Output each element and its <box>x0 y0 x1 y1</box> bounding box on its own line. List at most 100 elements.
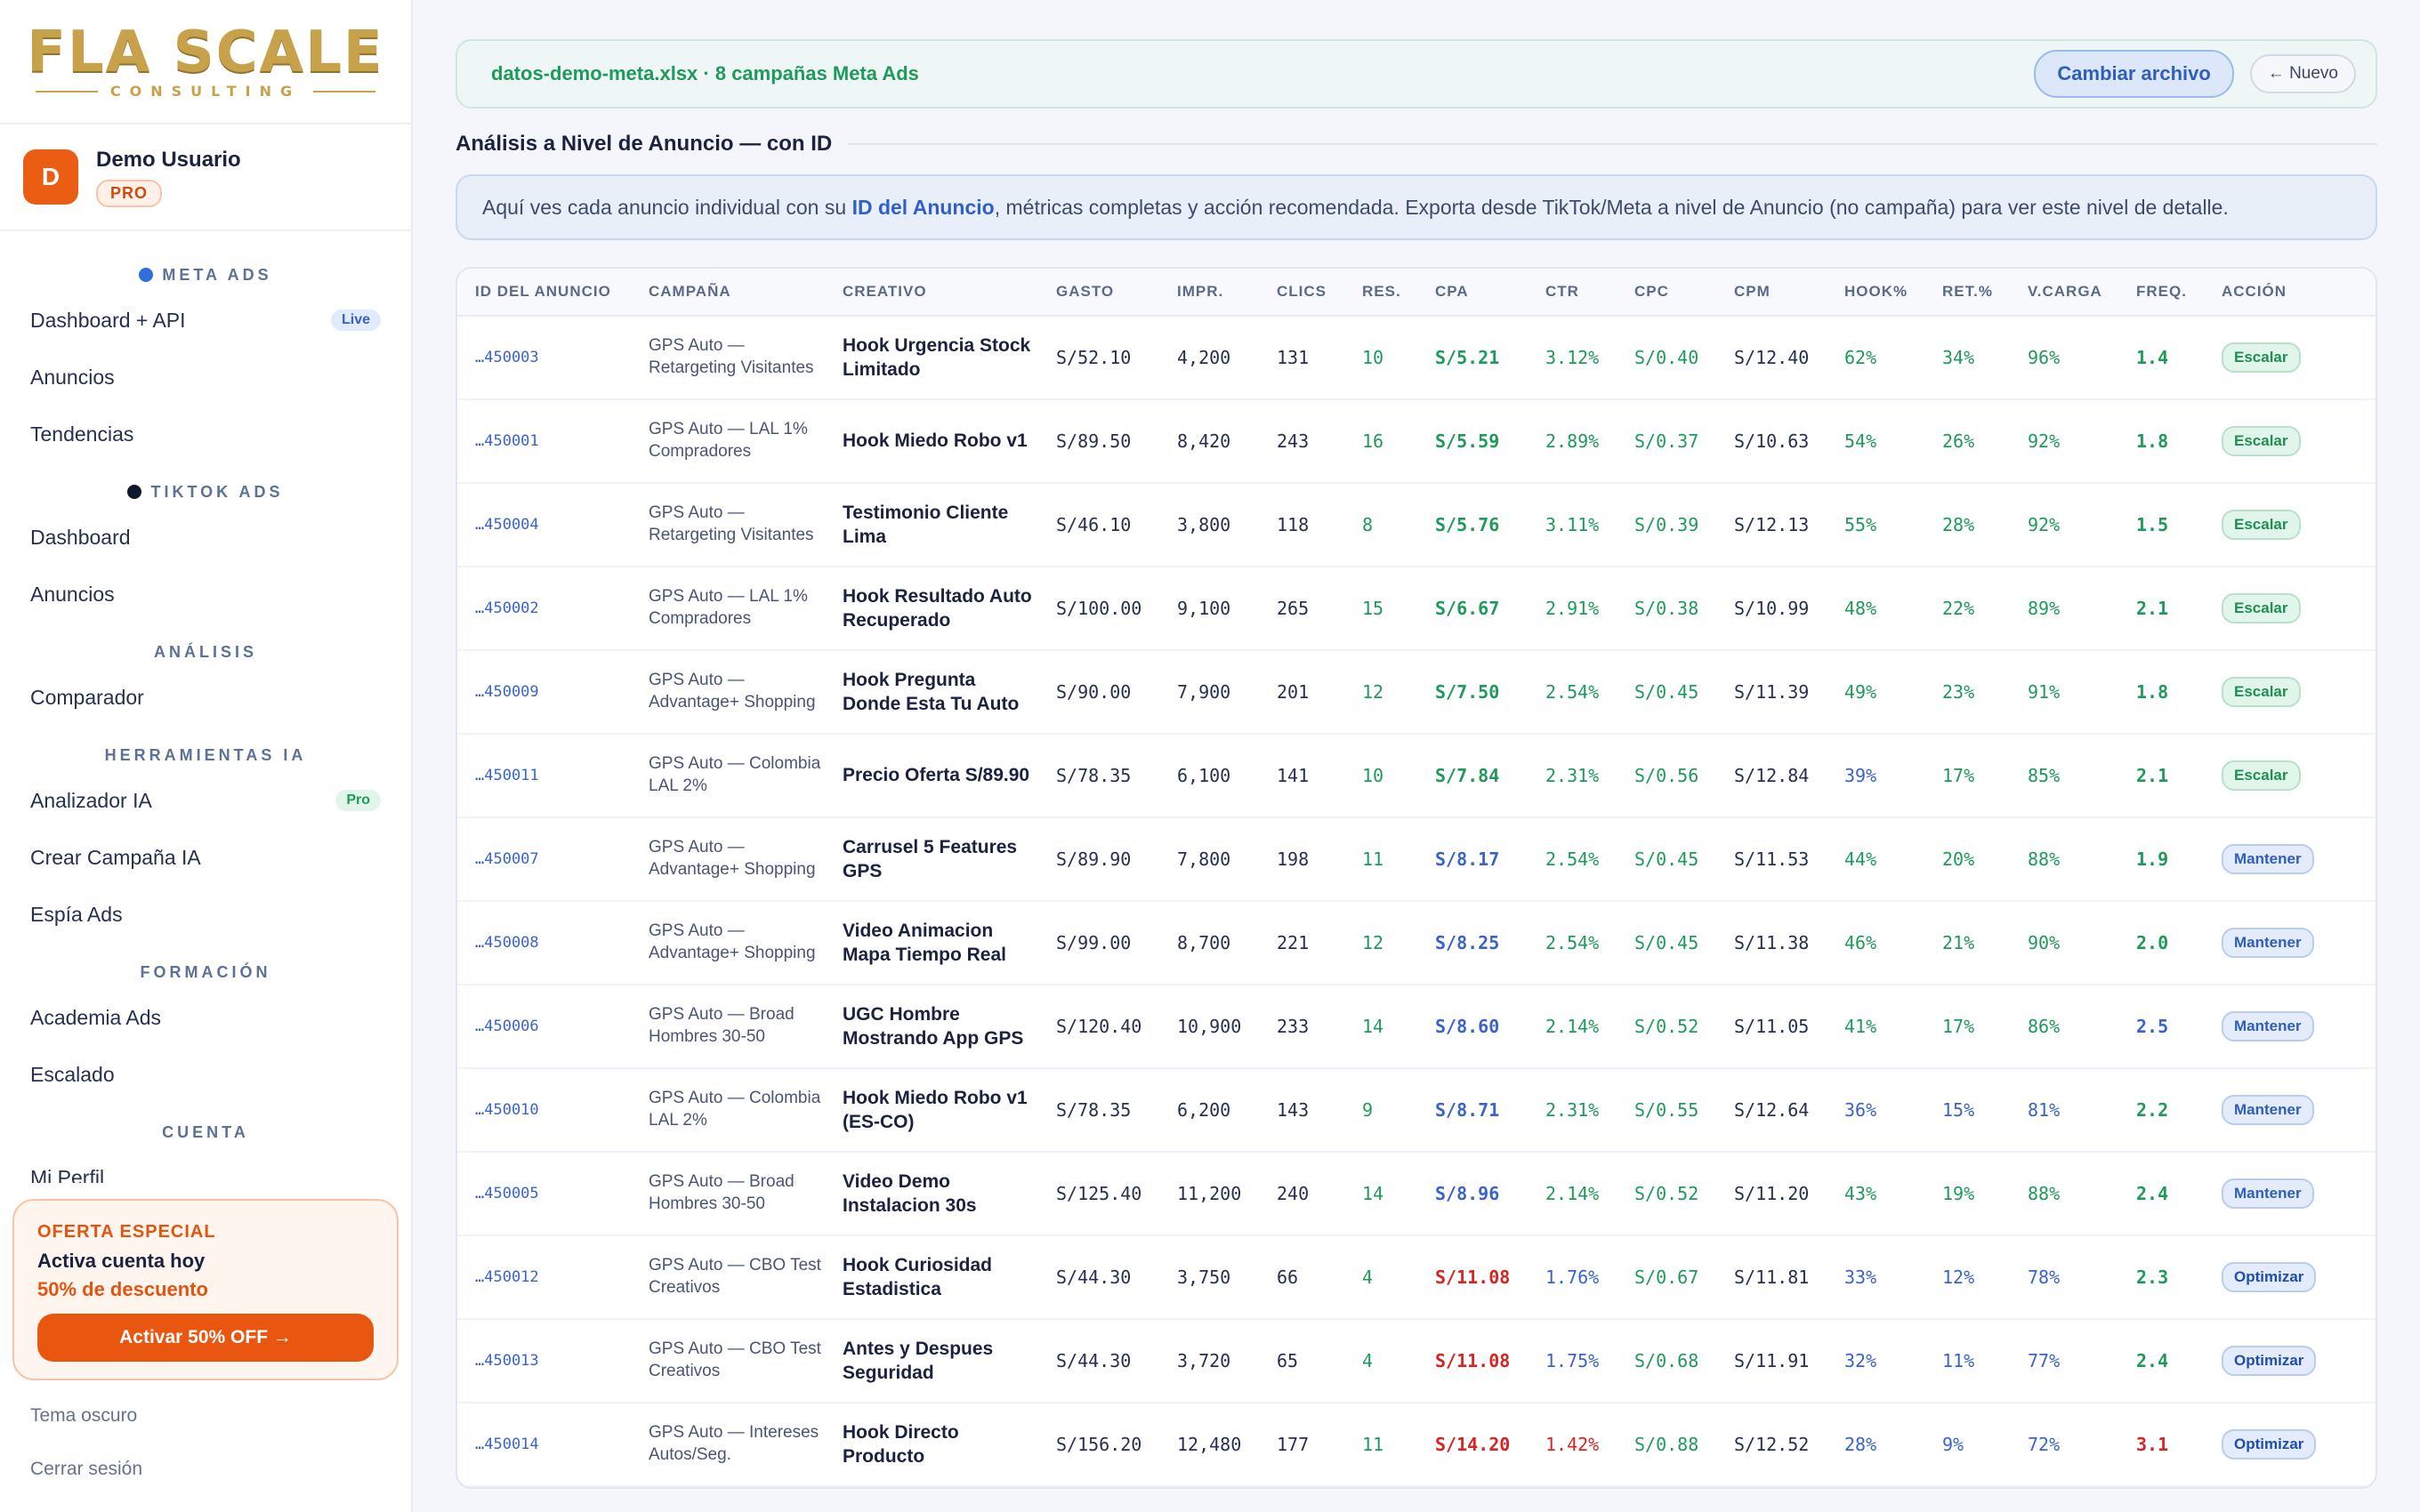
sidebar-item-anuncios[interactable]: Anuncios <box>0 566 411 623</box>
action-badge[interactable]: Escalar <box>2222 510 2301 540</box>
column-header[interactable]: CPC <box>1617 269 1716 317</box>
creative-name: UGC Hombre Mostrando App GPS <box>825 985 1038 1069</box>
column-header[interactable]: CPA <box>1417 269 1528 317</box>
creative-name: Hook Resultado Auto Recuperado <box>825 567 1038 651</box>
table-row[interactable]: …450003 GPS Auto — Retargeting Visitantes… <box>457 316 2376 400</box>
action-badge[interactable]: Mantener <box>2222 844 2314 874</box>
action-badge[interactable]: Escalar <box>2222 593 2301 623</box>
creative-name: Antes y Despues Seguridad <box>825 1319 1038 1403</box>
results-cell: 16 <box>1344 399 1417 484</box>
column-header[interactable]: CTR <box>1528 269 1617 317</box>
hook-rate-cell: 39% <box>1827 734 1924 818</box>
sidebar-item-analizador-ia[interactable]: Analizador IA Pro <box>0 772 411 829</box>
column-header[interactable]: FREQ. <box>2118 269 2204 317</box>
ad-id[interactable]: …450009 <box>457 650 631 735</box>
action-cell: Optimizar <box>2204 1403 2376 1487</box>
ad-id[interactable]: …450007 <box>457 817 631 902</box>
hook-rate-cell: 54% <box>1827 399 1924 484</box>
sidebar-item-mi-perfil[interactable]: Mi Perfil <box>0 1149 411 1184</box>
ad-id[interactable]: …450006 <box>457 985 631 1069</box>
sidebar-item-comparador[interactable]: Comparador <box>0 669 411 726</box>
ad-id[interactable]: …450014 <box>457 1403 631 1487</box>
action-cell: Mantener <box>2204 901 2376 985</box>
column-header[interactable]: ACCIÓN <box>2204 269 2376 317</box>
column-header[interactable]: V.CARGA <box>2010 269 2118 317</box>
column-header[interactable]: HOOK% <box>1827 269 1924 317</box>
section-dot-icon <box>139 268 154 282</box>
action-badge[interactable]: Mantener <box>2222 1011 2314 1042</box>
hook-rate-cell: 44% <box>1827 817 1924 902</box>
table-row[interactable]: …450004 GPS Auto — Retargeting Visitantes… <box>457 483 2376 567</box>
logout-link[interactable]: Cerrar sesión <box>30 1459 143 1479</box>
sidebar-item-anuncios[interactable]: Anuncios <box>0 349 411 406</box>
new-button[interactable]: ← Nuevo <box>2249 54 2356 93</box>
table-row[interactable]: …450008 GPS Auto — Advantage+ Shopping Vid… <box>457 901 2376 985</box>
column-header[interactable]: ID DEL ANUNCIO <box>457 269 631 317</box>
ad-id[interactable]: …450003 <box>457 316 631 400</box>
section-divider <box>848 143 2377 145</box>
sidebar-item-esp-a-ads[interactable]: Espía Ads <box>0 886 411 943</box>
activate-discount-button[interactable]: Activar 50% OFF → <box>37 1314 374 1362</box>
action-badge[interactable]: Escalar <box>2222 342 2301 373</box>
column-header[interactable]: CREATIVO <box>825 269 1038 317</box>
ad-id[interactable]: …450011 <box>457 734 631 818</box>
user-profile[interactable]: D Demo Usuario PRO <box>0 125 411 231</box>
table-row[interactable]: …450006 GPS Auto — Broad Hombres 30-50 UGC… <box>457 985 2376 1069</box>
sidebar-item-dashboard[interactable]: Dashboard <box>0 509 411 566</box>
table-row[interactable]: …450009 GPS Auto — Advantage+ Shopping Hoo… <box>457 650 2376 735</box>
table-row[interactable]: …450005 GPS Auto — Broad Hombres 30-50 Vid… <box>457 1152 2376 1236</box>
ad-id[interactable]: …450010 <box>457 1068 631 1153</box>
column-header[interactable]: RES. <box>1344 269 1417 317</box>
sidebar-item-tendencias[interactable]: Tendencias <box>0 406 411 462</box>
column-header[interactable]: RET.% <box>1924 269 2010 317</box>
action-badge[interactable]: Mantener <box>2222 1095 2314 1125</box>
action-badge[interactable]: Mantener <box>2222 928 2314 958</box>
sidebar-item-crear-campa-a-ia[interactable]: Crear Campaña IA <box>0 829 411 886</box>
ad-id[interactable]: …450005 <box>457 1152 631 1236</box>
table-body: …450003 GPS Auto — Retargeting Visitantes… <box>457 316 2376 1487</box>
action-badge[interactable]: Mantener <box>2222 1178 2314 1209</box>
dark-theme-toggle[interactable]: Tema oscuro <box>30 1405 138 1426</box>
table-row[interactable]: …450011 GPS Auto — Colombia LAL 2% Precio … <box>457 734 2376 818</box>
sidebar-item-escalado[interactable]: Escalado <box>0 1046 411 1103</box>
action-badge[interactable]: Escalar <box>2222 677 2301 707</box>
table-row[interactable]: …450007 GPS Auto — Advantage+ Shopping Car… <box>457 817 2376 902</box>
column-header[interactable]: GASTO <box>1038 269 1159 317</box>
avatar[interactable]: D <box>23 149 78 205</box>
sidebar-item-label: Espía Ads <box>30 902 123 926</box>
brand-logo[interactable]: FLA SCALE CONSULTING <box>27 24 383 99</box>
ad-id[interactable]: …450012 <box>457 1235 631 1320</box>
ad-id[interactable]: …450013 <box>457 1319 631 1403</box>
ad-id[interactable]: …450008 <box>457 901 631 985</box>
column-header[interactable]: IMPR. <box>1159 269 1259 317</box>
action-badge[interactable]: Escalar <box>2222 760 2301 791</box>
action-badge[interactable]: Optimizar <box>2222 1429 2317 1460</box>
campaign-name: GPS Auto — Advantage+ Shopping <box>631 650 825 735</box>
table-row[interactable]: …450013 GPS Auto — CBO Test Creativos Ante… <box>457 1319 2376 1403</box>
column-header[interactable]: CAMPAÑA <box>631 269 825 317</box>
table-row[interactable]: …450001 GPS Auto — LAL 1% Compradores Hook… <box>457 399 2376 484</box>
change-file-button[interactable]: Cambiar archivo <box>2034 50 2234 98</box>
plan-badge: PRO <box>96 179 163 207</box>
main-content: datos-demo-meta.xlsx · 8 campañas Meta A… <box>456 39 2377 1489</box>
column-header[interactable]: CLICS <box>1259 269 1344 317</box>
logo-area[interactable]: FLA SCALE CONSULTING <box>0 0 411 125</box>
campaign-name: GPS Auto — Advantage+ Shopping <box>631 901 825 985</box>
table-row[interactable]: …450012 GPS Auto — CBO Test Creativos Hook… <box>457 1235 2376 1320</box>
action-cell: Optimizar <box>2204 1319 2376 1403</box>
table-row[interactable]: …450014 GPS Auto — Intereses Autos/Seg. Ho… <box>457 1403 2376 1487</box>
action-badge[interactable]: Escalar <box>2222 426 2301 456</box>
table-row[interactable]: …450002 GPS Auto — LAL 1% Compradores Hook… <box>457 567 2376 651</box>
user-name: Demo Usuario <box>96 147 241 172</box>
ad-id[interactable]: …450004 <box>457 483 631 567</box>
hook-rate-cell: 36% <box>1827 1068 1924 1153</box>
sidebar-item-academia-ads[interactable]: Academia Ads <box>0 989 411 1046</box>
action-badge[interactable]: Optimizar <box>2222 1346 2317 1376</box>
column-header[interactable]: CPM <box>1716 269 1827 317</box>
table-row[interactable]: …450010 GPS Auto — Colombia LAL 2% Hook Mi… <box>457 1068 2376 1153</box>
ad-id[interactable]: …450001 <box>457 399 631 484</box>
action-badge[interactable]: Optimizar <box>2222 1262 2317 1292</box>
file-bar: datos-demo-meta.xlsx · 8 campañas Meta A… <box>456 39 2377 109</box>
sidebar-item-dashboard-api[interactable]: Dashboard + API Live <box>0 292 411 349</box>
ad-id[interactable]: …450002 <box>457 567 631 651</box>
